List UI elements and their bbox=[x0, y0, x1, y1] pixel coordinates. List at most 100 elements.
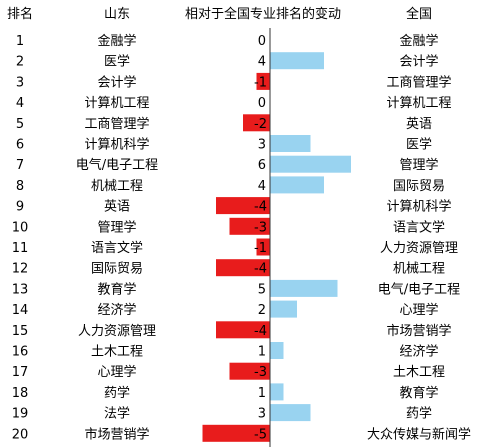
national-major-label: 药学 bbox=[406, 406, 432, 422]
shandong-major-label: 计算机科学 bbox=[84, 137, 149, 153]
shandong-major-label: 教育学 bbox=[97, 281, 136, 297]
rank-label: 14 bbox=[12, 303, 29, 318]
shandong-major-label: 法学 bbox=[104, 406, 130, 422]
header-change: 相对于全国专业排名的变动 bbox=[185, 6, 341, 22]
national-major-label: 人力资源管理 bbox=[380, 241, 458, 256]
national-major-label: 计算机工程 bbox=[386, 96, 451, 111]
change-value-label: -1 bbox=[254, 75, 267, 90]
change-bar-negative bbox=[229, 362, 270, 380]
rank-label: 2 bbox=[16, 55, 24, 70]
rank-label: 20 bbox=[12, 427, 29, 442]
change-value-label: -2 bbox=[254, 117, 267, 132]
rank-label: 3 bbox=[16, 75, 24, 90]
shandong-major-label: 心理学 bbox=[97, 364, 136, 380]
change-bar-positive bbox=[270, 300, 297, 318]
shandong-major-label: 计算机工程 bbox=[84, 96, 149, 111]
shandong-major-label: 英语 bbox=[104, 200, 130, 215]
change-bar-negative bbox=[216, 197, 270, 215]
national-major-label: 机械工程 bbox=[393, 262, 445, 277]
shandong-major-label: 药学 bbox=[104, 385, 130, 401]
change-value-label: 3 bbox=[258, 138, 266, 153]
rank-label: 6 bbox=[16, 138, 24, 153]
national-major-label: 市场营销学 bbox=[386, 323, 451, 339]
change-bar-positive bbox=[270, 342, 284, 359]
change-bar-positive bbox=[270, 52, 324, 70]
change-value-label: 0 bbox=[258, 96, 266, 111]
rank-label: 17 bbox=[12, 365, 29, 380]
change-bar-negative bbox=[229, 217, 270, 235]
rank-label: 19 bbox=[12, 407, 29, 422]
rank-label: 9 bbox=[16, 200, 24, 215]
change-value-label: 5 bbox=[258, 282, 266, 297]
shandong-major-label: 工商管理学 bbox=[84, 116, 149, 132]
rank-label: 7 bbox=[16, 158, 24, 173]
shandong-major-label: 土木工程 bbox=[91, 345, 143, 360]
shandong-major-label: 管理学 bbox=[97, 219, 136, 235]
change-value-label: -1 bbox=[254, 241, 267, 256]
change-bar-positive bbox=[270, 155, 351, 173]
national-major-label: 土木工程 bbox=[393, 365, 445, 380]
change-bar-positive bbox=[270, 135, 311, 152]
rank-label: 8 bbox=[16, 179, 24, 194]
national-major-label: 金融学 bbox=[399, 33, 438, 49]
header-rank: 排名 bbox=[7, 6, 33, 22]
header-national: 全国 bbox=[406, 6, 432, 22]
national-major-label: 大众传媒与新闻学 bbox=[367, 426, 471, 442]
national-major-label: 语言文学 bbox=[393, 219, 445, 235]
rank-label: 15 bbox=[12, 324, 29, 339]
rank-label: 11 bbox=[12, 241, 29, 256]
header-shandong: 山东 bbox=[104, 7, 130, 22]
shandong-major-label: 语言文学 bbox=[91, 240, 143, 256]
change-value-label: 4 bbox=[258, 179, 266, 194]
national-major-label: 会计学 bbox=[399, 54, 438, 70]
shandong-major-label: 电气/电子工程 bbox=[76, 157, 158, 173]
change-value-label: -3 bbox=[254, 220, 267, 235]
national-major-label: 计算机科学 bbox=[386, 199, 451, 215]
change-value-label: 1 bbox=[258, 386, 266, 401]
change-bar-negative bbox=[243, 114, 270, 132]
change-value-label: 1 bbox=[258, 345, 266, 360]
rank-label: 18 bbox=[12, 386, 29, 401]
national-major-label: 英语 bbox=[406, 117, 432, 132]
national-major-label: 工商管理学 bbox=[386, 74, 451, 90]
shandong-major-label: 人力资源管理 bbox=[78, 324, 156, 339]
rank-label: 1 bbox=[16, 34, 24, 49]
change-bar-positive bbox=[270, 176, 324, 194]
change-bar-negative bbox=[256, 72, 270, 90]
change-bar-negative bbox=[216, 259, 270, 277]
shandong-major-label: 会计学 bbox=[97, 74, 136, 90]
rank-label: 13 bbox=[12, 282, 29, 297]
change-bar-negative bbox=[256, 238, 270, 256]
change-value-label: 3 bbox=[258, 407, 266, 422]
change-value-label: 0 bbox=[258, 34, 266, 49]
shandong-major-label: 经济学 bbox=[97, 302, 136, 318]
national-major-label: 医学 bbox=[406, 137, 432, 153]
shandong-major-label: 机械工程 bbox=[91, 179, 143, 194]
change-bar-negative bbox=[216, 321, 270, 339]
national-major-label: 电气/电子工程 bbox=[378, 281, 460, 297]
change-value-label: 2 bbox=[258, 303, 266, 318]
rank-label: 16 bbox=[12, 345, 29, 360]
national-major-label: 教育学 bbox=[399, 385, 438, 401]
rank-label: 4 bbox=[16, 96, 24, 111]
national-major-label: 心理学 bbox=[399, 302, 438, 318]
rank-label: 5 bbox=[16, 117, 24, 132]
rank-label: 12 bbox=[12, 262, 29, 277]
national-major-label: 国际贸易 bbox=[393, 179, 445, 194]
change-value-label: 6 bbox=[258, 158, 266, 173]
change-bar-positive bbox=[270, 279, 338, 297]
rank-label: 10 bbox=[12, 220, 29, 235]
national-major-label: 经济学 bbox=[399, 344, 438, 360]
shandong-major-label: 市场营销学 bbox=[84, 426, 149, 442]
shandong-major-label: 国际贸易 bbox=[91, 262, 143, 277]
change-bar-positive bbox=[270, 383, 284, 401]
change-value-label: -4 bbox=[254, 200, 267, 215]
change-bar-negative bbox=[202, 424, 270, 442]
change-value-label: -3 bbox=[254, 365, 267, 380]
change-value-label: -4 bbox=[254, 324, 267, 339]
shandong-major-label: 金融学 bbox=[97, 33, 136, 49]
change-bar-positive bbox=[270, 404, 311, 422]
change-value-label: -5 bbox=[254, 427, 267, 442]
shandong-major-label: 医学 bbox=[104, 54, 130, 70]
